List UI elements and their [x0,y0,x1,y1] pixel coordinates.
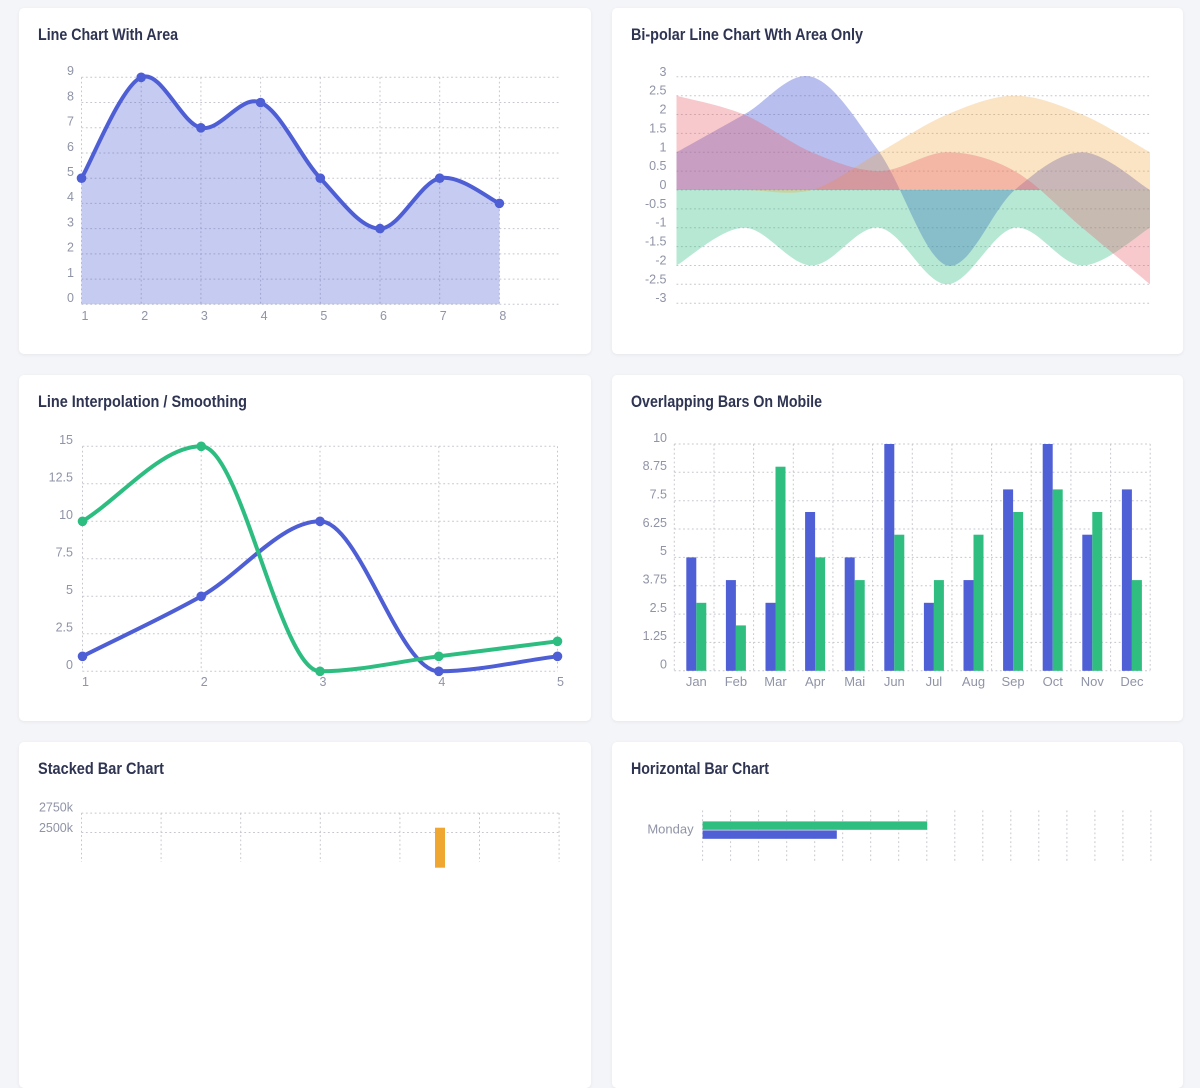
svg-text:4: 4 [438,675,445,689]
svg-text:5: 5 [660,544,667,558]
svg-text:2750k: 2750k [39,801,74,815]
svg-text:7.5: 7.5 [650,488,667,502]
svg-text:Aug: Aug [962,674,985,689]
svg-text:Sep: Sep [1002,674,1025,689]
svg-text:Mar: Mar [764,674,787,689]
svg-text:1: 1 [82,675,89,689]
svg-text:3: 3 [320,675,327,689]
svg-text:Feb: Feb [725,674,747,689]
svg-text:1: 1 [82,309,89,323]
svg-text:1.25: 1.25 [643,629,667,643]
svg-text:10: 10 [59,508,73,522]
svg-text:Apr: Apr [805,674,826,689]
svg-text:3: 3 [67,215,74,229]
svg-text:-2.5: -2.5 [645,272,667,286]
svg-text:Dec: Dec [1120,674,1144,689]
svg-text:Mai: Mai [844,674,865,689]
svg-text:2.5: 2.5 [649,84,666,98]
svg-text:2: 2 [141,309,148,323]
svg-text:5: 5 [557,675,564,689]
svg-text:7: 7 [440,309,447,323]
svg-text:0: 0 [67,291,74,305]
svg-text:2: 2 [201,675,208,689]
svg-text:Nov: Nov [1081,674,1105,689]
svg-text:-0.5: -0.5 [645,197,667,211]
svg-text:Jun: Jun [884,674,905,689]
svg-text:0: 0 [660,658,667,672]
svg-text:6: 6 [67,140,74,154]
svg-text:7.5: 7.5 [56,546,73,560]
svg-text:6.25: 6.25 [643,516,667,530]
svg-text:5: 5 [320,309,327,323]
svg-text:12.5: 12.5 [49,471,73,485]
svg-text:8.75: 8.75 [643,459,667,473]
svg-text:9: 9 [67,64,74,78]
svg-text:1: 1 [67,266,74,280]
svg-text:-1.5: -1.5 [645,235,667,249]
svg-text:-2: -2 [655,254,666,268]
svg-text:15: 15 [59,433,73,447]
svg-text:-3: -3 [655,291,666,305]
svg-text:Jan: Jan [686,674,707,689]
svg-text:8: 8 [67,89,74,103]
svg-text:3: 3 [660,65,667,79]
svg-text:Oct: Oct [1043,674,1064,689]
svg-text:5: 5 [66,583,73,597]
svg-text:10: 10 [653,431,667,445]
svg-text:2.5: 2.5 [56,621,73,635]
svg-text:1.5: 1.5 [649,121,666,135]
svg-text:-1: -1 [655,216,666,230]
svg-text:8: 8 [499,309,506,323]
svg-text:Jul: Jul [926,674,943,689]
svg-text:0.5: 0.5 [649,159,666,173]
svg-text:4: 4 [261,309,268,323]
svg-text:4: 4 [67,190,74,204]
svg-text:5: 5 [67,165,74,179]
svg-text:1: 1 [660,140,667,154]
svg-text:7: 7 [67,115,74,129]
svg-text:2500k: 2500k [39,821,74,835]
svg-text:3.75: 3.75 [643,573,667,587]
svg-text:3: 3 [201,309,208,323]
svg-text:0: 0 [660,178,667,192]
svg-text:2: 2 [67,241,74,255]
svg-text:2: 2 [660,103,667,117]
svg-text:6: 6 [380,309,387,323]
svg-text:Monday: Monday [647,822,694,837]
svg-text:0: 0 [66,658,73,672]
svg-text:2.5: 2.5 [650,601,667,615]
